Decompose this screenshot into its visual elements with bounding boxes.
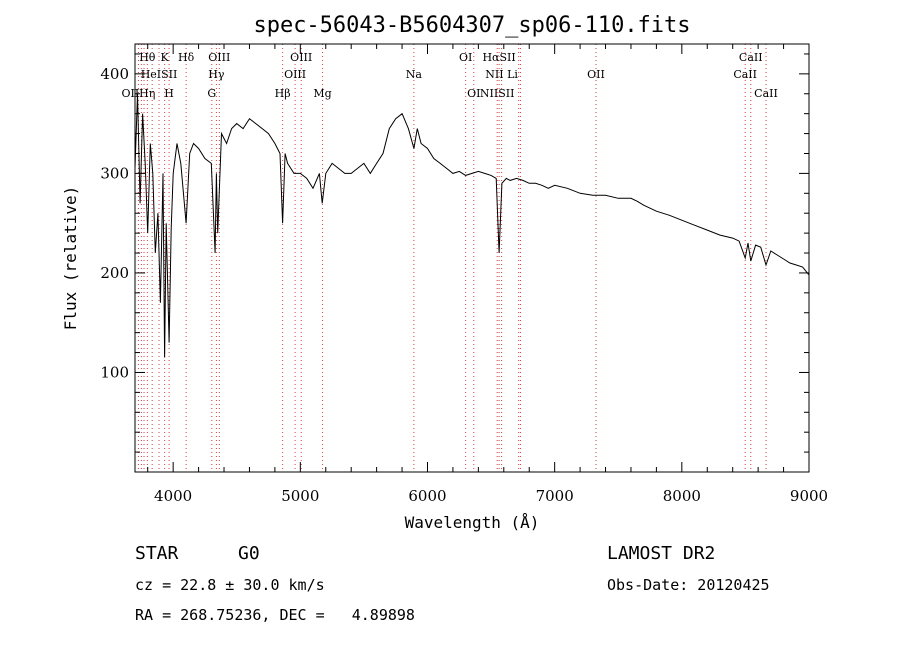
line-label: HeISII bbox=[141, 68, 178, 81]
line-label: OI bbox=[467, 87, 480, 100]
line-label: CaII bbox=[733, 68, 757, 81]
line-label: Hδ bbox=[178, 51, 195, 64]
plot-frame bbox=[134, 43, 810, 473]
spectral-subclass: G0 bbox=[238, 543, 260, 564]
y-tick-label: 200 bbox=[100, 264, 129, 282]
line-label: Na bbox=[406, 68, 423, 81]
line-label: Hγ bbox=[208, 68, 225, 81]
x-axis: 4000 5000 6000 7000 8000 9000 bbox=[147, 44, 828, 505]
line-label: OII bbox=[587, 68, 605, 81]
x-tick-label: 6000 bbox=[408, 487, 446, 505]
y-axis-label: Flux (relative) bbox=[61, 186, 80, 331]
line-label: OIII bbox=[290, 51, 312, 64]
line-label: OI bbox=[459, 51, 472, 64]
line-label: OIII bbox=[284, 68, 306, 81]
line-label: CaII bbox=[754, 87, 778, 100]
chart-title: spec-56043-B5604307_sp06-110.fits bbox=[253, 13, 690, 38]
line-label: OIII bbox=[208, 51, 230, 64]
survey-name: LAMOST DR2 bbox=[607, 543, 715, 564]
line-label: HαSII bbox=[482, 51, 515, 64]
emission-line-markers bbox=[137, 44, 767, 472]
coordinates: RA = 268.75236, DEC = 4.89898 bbox=[135, 606, 415, 624]
emission-line-labels: Hθ K Hδ OIII OIII OI HαSII CaII HeISII Hγ OIII Na NI… bbox=[121, 51, 777, 100]
spectrum-line bbox=[134, 93, 810, 358]
y-tick-label: 400 bbox=[100, 65, 129, 83]
line-label: CaII bbox=[739, 51, 763, 64]
y-tick-label: 100 bbox=[100, 363, 129, 381]
x-tick-label: 4000 bbox=[154, 487, 192, 505]
y-axis: 100 200 300 400 bbox=[100, 53, 809, 453]
x-tick-label: 7000 bbox=[536, 487, 574, 505]
line-label: H bbox=[164, 87, 174, 100]
x-axis-label: Wavelength (Å) bbox=[405, 513, 540, 532]
x-tick-label: 5000 bbox=[281, 487, 319, 505]
x-tick-label: 9000 bbox=[790, 487, 828, 505]
line-label: Hβ bbox=[275, 87, 291, 100]
line-label: NII Li bbox=[485, 68, 518, 81]
line-label: Hθ bbox=[139, 51, 156, 64]
x-tick-label: 8000 bbox=[663, 487, 701, 505]
line-label: K bbox=[161, 51, 170, 64]
redshift-value: cz = 22.8 ± 30.0 km/s bbox=[135, 576, 325, 594]
observation-date: Obs-Date: 20120425 bbox=[607, 576, 770, 594]
y-tick-label: 300 bbox=[100, 164, 129, 182]
line-label: G bbox=[207, 87, 216, 100]
spectral-class: STAR bbox=[135, 543, 179, 564]
line-label: NIISII bbox=[480, 87, 515, 100]
line-label: Mg bbox=[313, 87, 331, 100]
